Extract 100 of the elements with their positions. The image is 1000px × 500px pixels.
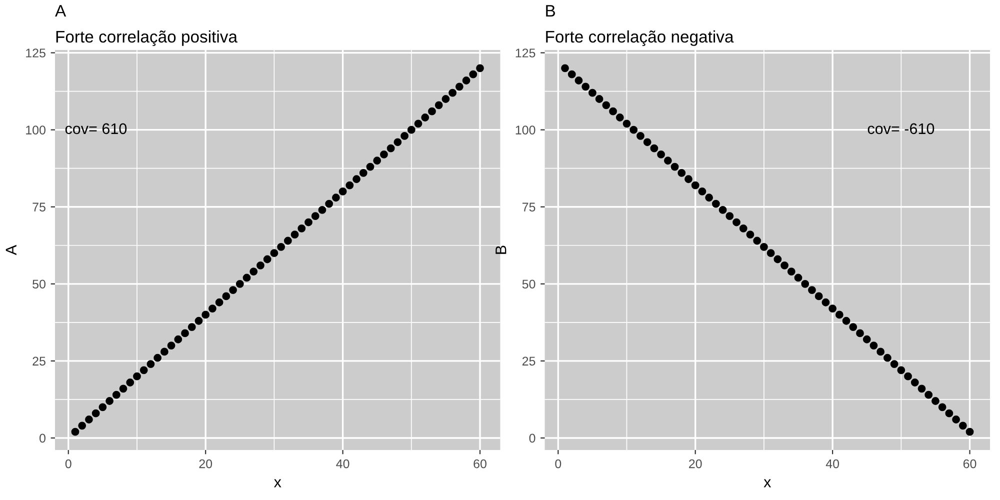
point: [154, 354, 162, 362]
point: [263, 255, 272, 264]
point: [421, 114, 430, 122]
point: [71, 428, 80, 436]
point: [112, 390, 120, 399]
x-axis-title: x: [764, 479, 772, 488]
point: [133, 372, 141, 380]
x-tick-label: 40: [826, 459, 840, 468]
point: [119, 384, 128, 393]
point: [332, 194, 340, 202]
point: [595, 95, 604, 103]
x-axis-title: x: [274, 479, 282, 488]
point: [828, 304, 837, 313]
point: [236, 280, 244, 288]
point: [352, 175, 360, 184]
point: [290, 230, 299, 239]
point: [774, 255, 782, 264]
annotation: cov= 610: [65, 123, 127, 134]
point: [870, 342, 878, 350]
point: [808, 286, 816, 294]
point: [194, 316, 203, 325]
point: [298, 224, 306, 232]
y-tick-label: 0: [40, 434, 46, 443]
point: [842, 316, 850, 325]
y-tick-label: 75: [32, 202, 46, 212]
y-tick-label: 125: [26, 48, 46, 58]
point: [407, 126, 416, 134]
point: [394, 138, 402, 146]
point: [787, 268, 796, 276]
point: [739, 224, 748, 232]
x-tick-label: 0: [65, 459, 72, 468]
point: [92, 409, 100, 418]
point: [250, 268, 258, 276]
point: [945, 409, 954, 418]
point: [862, 335, 871, 344]
y-tick-label: 100: [516, 126, 536, 134]
y-tick-label: 25: [32, 356, 46, 366]
point: [801, 280, 810, 288]
point: [462, 76, 470, 84]
point: [664, 156, 672, 165]
y-tick-label: 125: [516, 48, 536, 58]
point: [814, 292, 823, 300]
point: [698, 187, 706, 196]
y-axis-title: B: [496, 246, 506, 254]
point: [318, 206, 326, 214]
chart-title: B: [546, 5, 555, 17]
point: [167, 342, 176, 350]
point: [359, 169, 368, 177]
y-tick-label: 0: [529, 434, 536, 443]
point: [904, 372, 912, 380]
point: [338, 187, 347, 196]
point: [277, 242, 285, 251]
point: [448, 88, 457, 97]
y-tick-label: 25: [522, 356, 536, 366]
point: [822, 298, 830, 306]
point: [400, 132, 408, 140]
x-tick-label: 40: [336, 459, 350, 468]
point: [574, 76, 583, 84]
point: [476, 64, 484, 72]
point: [106, 397, 114, 405]
x-tick-label: 20: [689, 459, 702, 468]
y-axis-title: A: [6, 244, 16, 256]
point: [890, 360, 898, 368]
point: [428, 107, 436, 116]
x-tick-label: 60: [474, 459, 486, 468]
y-tick-label: 50: [522, 280, 536, 289]
point: [582, 82, 590, 91]
point: [746, 230, 754, 239]
x-tick-label: 60: [963, 459, 976, 468]
point: [726, 212, 734, 220]
point: [678, 169, 686, 177]
y-tick-label: 100: [26, 126, 46, 134]
point: [469, 70, 478, 78]
point: [434, 101, 443, 110]
point: [732, 218, 740, 226]
point: [849, 323, 858, 331]
point: [126, 378, 134, 386]
point: [705, 194, 714, 202]
point: [140, 366, 148, 374]
point: [630, 126, 638, 134]
point: [588, 88, 596, 97]
point: [386, 144, 395, 152]
point: [760, 242, 768, 251]
y-tick-label: 50: [32, 280, 46, 289]
point: [256, 261, 264, 270]
point: [98, 403, 107, 412]
point: [174, 335, 182, 344]
chart-subtitle: Forte correlação positiva: [56, 30, 238, 46]
point: [455, 82, 464, 91]
point: [657, 150, 665, 158]
point: [691, 181, 700, 190]
point: [188, 323, 196, 331]
point: [284, 236, 292, 245]
point: [753, 236, 762, 245]
chart-title: A: [55, 5, 66, 17]
point: [643, 138, 652, 146]
x-tick-label: 0: [555, 459, 562, 468]
point: [897, 366, 906, 374]
point: [373, 156, 382, 165]
point: [602, 101, 610, 110]
